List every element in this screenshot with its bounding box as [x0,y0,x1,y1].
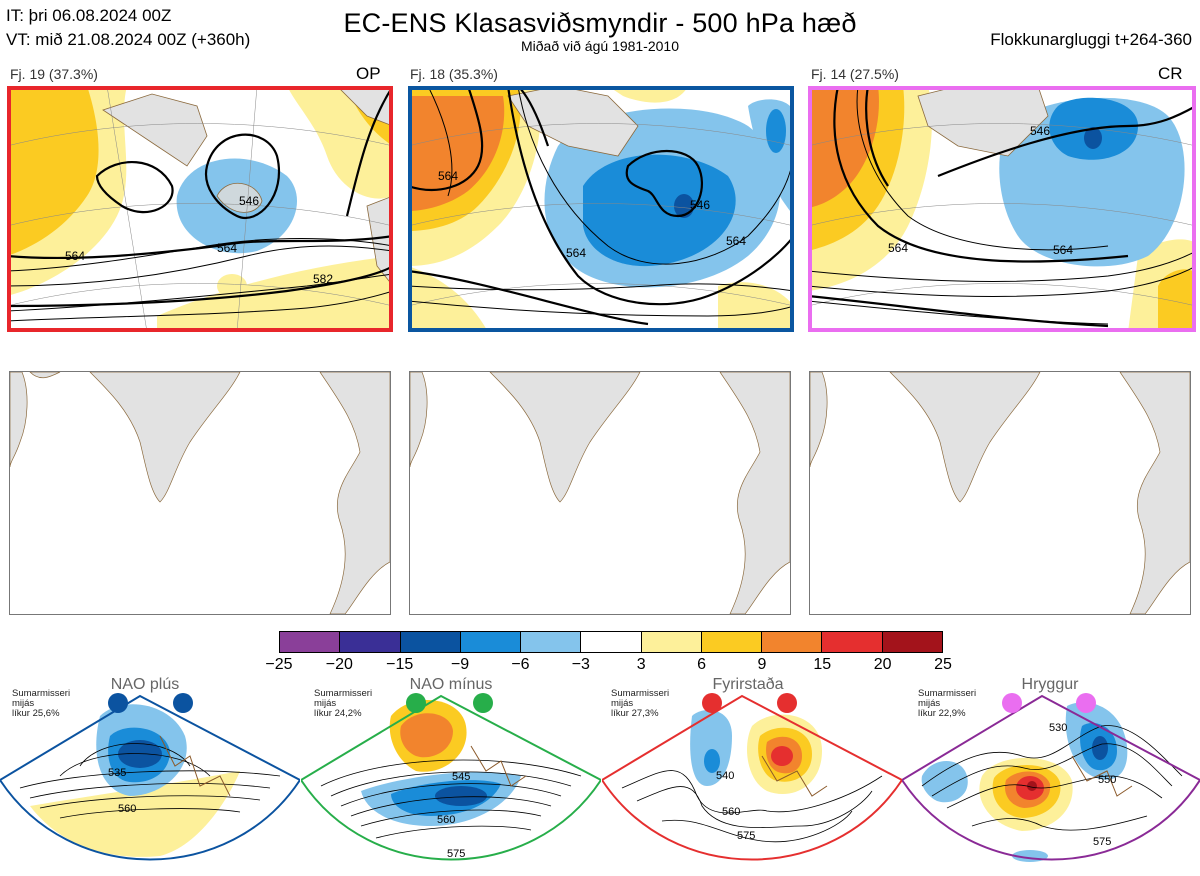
cluster-1-contour-label: 582 [313,272,334,286]
cluster-3-map: 546 564 564 [808,86,1196,332]
colorbar-segment [700,632,762,652]
regime-3-marker-dot [777,693,797,713]
blank-map-2 [409,371,791,615]
initial-time: IT: þri 06.08.2024 00Z [6,6,172,25]
regime-4-marker-dot [1076,693,1096,713]
regime-nao-plus [0,676,302,871]
regime-2-contour-label: 560 [437,814,456,826]
colorbar-tick-label: 25 [934,656,952,673]
regime-1-contour-label: 535 [108,767,127,779]
regime-ridge [900,676,1200,871]
colorbar-segment [520,632,581,652]
blank-map-3 [809,371,1191,615]
regime-blocking-fan [600,694,904,861]
regime-4-contour-label: 530 [1049,722,1068,734]
regime-4-contour-label: 575 [1093,836,1112,848]
colorbar-segment [580,632,641,652]
cluster-1-contour-label: 564 [65,249,86,263]
regime-2-note: Sumarmisseri mijás líkur 24,2% [314,688,373,719]
colorbar-tick-label: −3 [571,656,590,673]
colorbar-tick-label: 15 [813,656,832,673]
blank-map-2-svg [410,372,790,614]
regime-nao-minus-fan [299,694,603,861]
colorbar-tick-label: 9 [757,656,767,673]
colorbar-tick-label: −6 [511,656,530,673]
regime-3-contour-label: 575 [737,830,756,842]
regime-3-note: Sumarmisseri mijás líkur 27,3% [611,688,670,719]
regime-1-contour-label: 560 [118,803,137,815]
regime-3-contour-label: 540 [716,770,735,782]
regime-ridge-fan [900,694,1200,862]
classification-window: Flokkunargluggi t+264-360 [990,30,1192,49]
colorbar-tick-label: −15 [386,656,414,673]
cluster-3-contour-label: 564 [1053,243,1074,257]
regime-4-contour-label: 550 [1098,774,1117,786]
regime-4-marker-dot [1002,693,1022,713]
cluster-2-map-svg [408,86,794,332]
blank-map-1-svg [10,372,390,614]
colorbar-tick-label: −20 [325,656,353,673]
regime-2-marker-dot [406,693,426,713]
colorbar-segment [640,632,701,652]
colorbar-tick-label: 6 [697,656,706,673]
cluster-1-tag: OP [356,64,381,83]
regime-1-title: NAO plús [110,676,180,693]
cluster-2-caption: Fj. 18 (35.3%) [410,66,498,82]
colorbar-segment [761,632,822,652]
cluster-3-map-svg [808,86,1196,332]
cluster-2-contour-label: 564 [566,246,587,260]
colorbar-tick-label: 20 [873,656,892,673]
colorbar-segment [881,632,942,652]
colorbar-segment [459,632,521,652]
cluster-1-contour-label: 564 [217,241,238,255]
colorbar-ticks: −25 −20 −15 −9 −6 −3 3 6 9 15 20 25 [259,656,963,676]
cluster-3-contour-label: 546 [1030,124,1051,138]
regime-1-marker-dot [173,693,193,713]
regime-nao-plus-fan [0,694,302,861]
regime-2-contour-label: 545 [452,771,471,783]
cluster-3-caption: Fj. 14 (27.5%) [811,66,899,82]
regime-1-note: Sumarmisseri mijás líkur 25,6% [12,688,71,719]
blank-map-3-svg [810,372,1190,614]
regime-1-marker-dot [108,693,128,713]
regime-2-title: NAO mínus [409,676,493,693]
blank-map-1 [9,371,391,615]
colorbar-tick-label: −9 [450,656,470,673]
regime-2-contour-label: 575 [447,848,466,860]
valid-time: VT: mið 21.08.2024 00Z (+360h) [6,30,251,49]
cluster-3-tag: CR [1158,64,1183,83]
regimes-row [0,676,1200,871]
cluster-2-contour-label: 564 [726,234,747,248]
regime-2-marker-dot [473,693,493,713]
regime-nao-minus [299,676,603,871]
regime-3-title: Fyrirstaða [712,676,784,693]
cluster-2-contour-label: 546 [690,198,711,212]
regime-3-contour-label: 560 [722,806,741,818]
colorbar-segment [821,632,882,652]
colorbar [279,631,943,653]
cluster-1-caption: Fj. 19 (37.3%) [10,66,98,82]
cluster-1-map: 564 546 582 564 [7,86,393,332]
cluster-1-map-svg [7,86,393,332]
colorbar-segment [280,632,340,652]
regime-4-title: Hryggur [1021,676,1079,693]
regime-blocking [600,676,904,871]
cluster-2-map: 564 564 546 564 [408,86,794,332]
colorbar-tick-label: 3 [636,656,646,673]
regime-3-marker-dot [702,693,722,713]
colorbar-segment [399,632,460,652]
page-subtitle: Miðað við ágú 1981-2010 [520,38,679,54]
colorbar-tick-label: −25 [265,656,293,673]
regime-4-note: Sumarmisseri mijás líkur 22,9% [918,688,977,719]
cluster-3-contour-label: 564 [888,241,909,255]
cluster-2-contour-label: 564 [438,169,459,183]
page-title: EC-ENS Klasasviðsmyndir - 500 hPa hæð [343,8,857,38]
colorbar-segment [339,632,400,652]
cluster-1-contour-label: 546 [239,194,260,208]
